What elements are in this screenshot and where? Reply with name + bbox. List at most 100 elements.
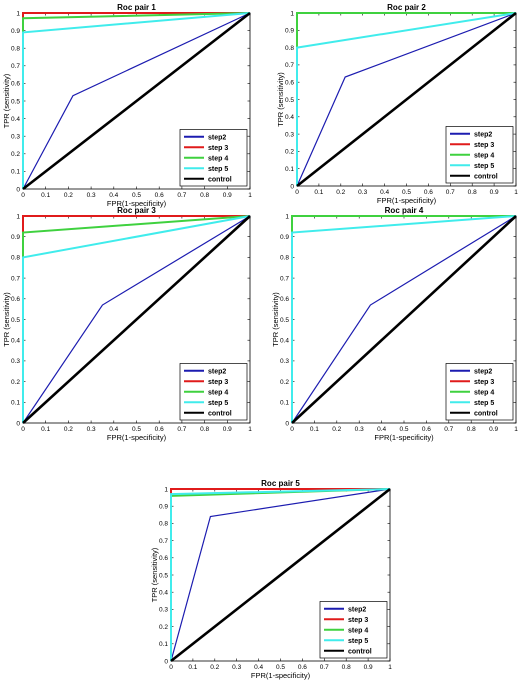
y-tick-label: 0.2 — [159, 624, 168, 631]
series-line-step2 — [22, 12, 251, 190]
x-axis-label: FPR(1-specificity) — [107, 199, 167, 208]
roc-panel-3: Roc pair 3 0 0.1 0.2 0.3 0.4 0.5 0.6 0.7 0.8 0.9 1 0… — [2, 206, 252, 442]
x-tick-label: 0.7 — [444, 426, 453, 433]
x-tick-label: 0.1 — [314, 189, 323, 196]
legend-label: step2 — [474, 131, 492, 138]
y-tick-label: 0.8 — [280, 255, 289, 262]
legend-label: step 5 — [474, 163, 494, 170]
x-tick-label: 0.3 — [232, 664, 241, 671]
x-tick-label: 0.2 — [210, 664, 219, 671]
series-line-control — [296, 11, 517, 188]
x-axis-label: FPR(1-specificity) — [377, 196, 437, 205]
series-line-step5 — [22, 215, 251, 423]
x-tick-label: 0.2 — [336, 189, 345, 196]
y-tick-label: 0.9 — [280, 234, 289, 241]
y-tick-label: 0.5 — [159, 572, 168, 579]
y-tick-label: 0.6 — [11, 81, 20, 88]
x-tick-label: 0.4 — [380, 189, 389, 196]
y-tick-label: 0.9 — [11, 28, 20, 35]
series-line-step5 — [170, 488, 391, 661]
y-tick-label: 0.6 — [11, 296, 20, 303]
y-tick-label: 0.8 — [11, 46, 20, 53]
x-tick-label: 0.1 — [41, 426, 50, 433]
x-tick-label: 0.9 — [223, 426, 232, 433]
legend-label: control — [348, 648, 372, 655]
x-tick-label: 0.2 — [64, 192, 73, 199]
x-tick-label: 0.9 — [364, 664, 373, 671]
y-tick-label: 0.6 — [159, 555, 168, 562]
legend-label: step 5 — [474, 400, 494, 407]
y-tick-label: 0.3 — [159, 607, 168, 614]
x-tick-label: 0.6 — [422, 426, 431, 433]
x-tick-label: 0.2 — [64, 426, 73, 433]
y-tick-label: 0.5 — [11, 98, 20, 105]
y-tick-label: 0.5 — [285, 97, 294, 104]
x-tick-label: 0.9 — [489, 426, 498, 433]
x-tick-label: 0.9 — [223, 192, 232, 199]
roc-panel-1: Roc pair 1 0 0.1 0.2 0.3 0.4 0.5 0.6 0.7 0.8 0.9 1 0… — [2, 3, 252, 208]
roc-panel-4: Roc pair 4 0 0.1 0.2 0.3 0.4 0.5 0.6 0.7 0.8 0.9 1 0… — [271, 206, 518, 442]
x-tick-label: 0 — [169, 664, 173, 671]
y-tick-label: 0.7 — [280, 275, 289, 282]
x-tick-label: 0.7 — [446, 189, 455, 196]
y-tick-label: 0.8 — [159, 521, 168, 528]
series-line-step2 — [22, 215, 251, 424]
x-tick-label: 0.1 — [188, 664, 197, 671]
x-axis-label: FPR(1-specificity) — [251, 671, 311, 680]
y-tick-label: 1 — [285, 213, 289, 220]
y-tick-label: 0.1 — [280, 400, 289, 407]
x-tick-label: 0.4 — [254, 664, 263, 671]
y-tick-label: 0.6 — [280, 296, 289, 303]
legend-label: step2 — [474, 368, 492, 375]
x-tick-label: 0.2 — [332, 426, 341, 433]
legend-label: step 3 — [474, 379, 494, 386]
x-tick-label: 1 — [514, 426, 518, 433]
legend-label: step 4 — [208, 155, 228, 162]
x-tick-label: 0 — [21, 426, 25, 433]
x-tick-label: 0.8 — [200, 192, 209, 199]
chart-title: Roc pair 3 — [117, 206, 156, 215]
x-tick-label: 0.6 — [424, 189, 433, 196]
y-tick-label: 1 — [164, 486, 168, 493]
y-tick-label: 0.3 — [11, 358, 20, 365]
legend-label: step 5 — [208, 166, 228, 173]
y-tick-label: 0.4 — [280, 338, 289, 345]
legend-label: control — [474, 410, 498, 417]
y-tick-label: 0 — [290, 183, 294, 190]
y-tick-label: 0.1 — [11, 400, 20, 407]
x-tick-label: 0.1 — [310, 426, 319, 433]
y-tick-label: 1 — [16, 213, 20, 220]
x-tick-label: 1 — [388, 664, 392, 671]
x-tick-label: 0.4 — [109, 426, 118, 433]
x-tick-label: 0.4 — [377, 426, 386, 433]
x-tick-label: 0.5 — [276, 664, 285, 671]
x-tick-label: 0.8 — [467, 426, 476, 433]
x-tick-label: 0 — [21, 192, 25, 199]
y-tick-label: 0.1 — [285, 166, 294, 173]
x-tick-label: 0.7 — [177, 426, 186, 433]
y-tick-label: 0.7 — [285, 62, 294, 69]
x-tick-label: 0.7 — [177, 192, 186, 199]
x-tick-label: 0.4 — [109, 192, 118, 199]
chart-title: Roc pair 1 — [117, 3, 156, 12]
legend-label: step 5 — [348, 638, 368, 645]
series-line-control — [22, 215, 251, 424]
y-tick-label: 0.4 — [285, 114, 294, 121]
y-tick-label: 0.4 — [11, 338, 20, 345]
x-tick-label: 0 — [290, 426, 294, 433]
y-tick-label: 0.7 — [11, 275, 20, 282]
y-axis-label: TPR (sensitivity) — [276, 72, 285, 127]
y-tick-label: 0.8 — [11, 255, 20, 262]
series-line-step5 — [22, 12, 251, 189]
legend-label: control — [474, 173, 498, 180]
y-tick-label: 0.4 — [159, 590, 168, 597]
series-line-control — [22, 11, 251, 191]
series-line-step5 — [291, 215, 517, 423]
y-axis-label: TPR (sensitivity) — [2, 292, 11, 347]
legend-label: step 5 — [208, 400, 228, 407]
series-line-step2 — [296, 12, 517, 187]
legend-label: step2 — [348, 606, 366, 613]
y-axis-label: TPR (sensitivity) — [2, 73, 11, 128]
legend-label: step 4 — [474, 152, 494, 159]
legend-label: step2 — [208, 368, 226, 375]
